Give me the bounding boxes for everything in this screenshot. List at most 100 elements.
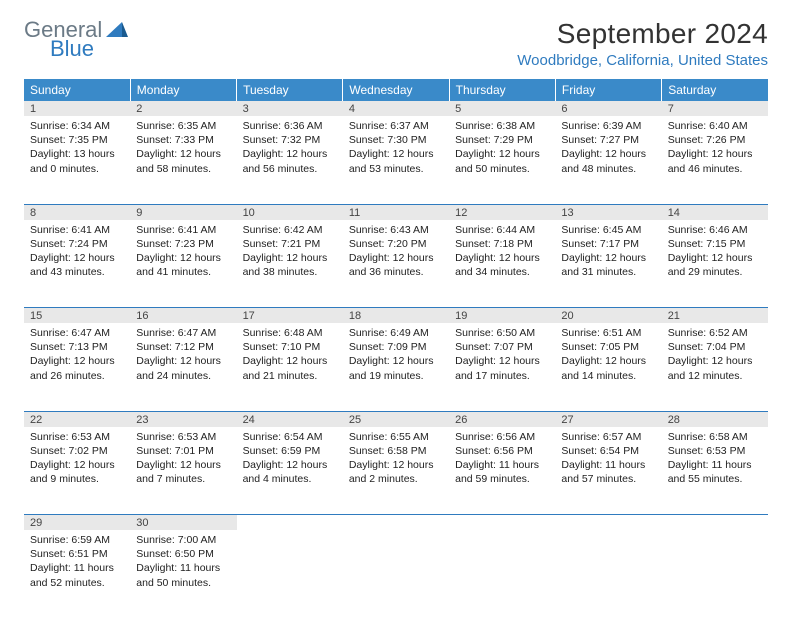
sunset-line: Sunset: 7:32 PM — [243, 133, 337, 147]
sunrise-line: Sunrise: 6:37 AM — [349, 119, 443, 133]
daylight-line: Daylight: 12 hours and 43 minutes. — [30, 251, 124, 279]
sunrise-line: Sunrise: 6:42 AM — [243, 223, 337, 237]
sunset-line: Sunset: 6:59 PM — [243, 444, 337, 458]
sunset-line: Sunset: 7:10 PM — [243, 340, 337, 354]
day-number — [237, 515, 343, 531]
day-number: 9 — [130, 204, 236, 220]
sunset-line: Sunset: 6:54 PM — [561, 444, 655, 458]
sunset-line: Sunset: 7:18 PM — [455, 237, 549, 251]
day-number — [662, 515, 768, 531]
sunrise-line: Sunrise: 6:53 AM — [30, 430, 124, 444]
day-cell: Sunrise: 6:47 AMSunset: 7:13 PMDaylight:… — [24, 323, 130, 411]
day-cell: Sunrise: 6:41 AMSunset: 7:23 PMDaylight:… — [130, 220, 236, 308]
logo: General Blue — [24, 18, 128, 60]
day-header: Tuesday — [237, 79, 343, 101]
day-number: 13 — [555, 204, 661, 220]
day-number: 27 — [555, 411, 661, 427]
daylight-line: Daylight: 11 hours and 50 minutes. — [136, 561, 230, 589]
day-cell: Sunrise: 6:35 AMSunset: 7:33 PMDaylight:… — [130, 116, 236, 204]
daynum-row: 22232425262728 — [24, 411, 768, 427]
daylight-line: Daylight: 12 hours and 53 minutes. — [349, 147, 443, 175]
sunset-line: Sunset: 7:27 PM — [561, 133, 655, 147]
day-cell: Sunrise: 6:56 AMSunset: 6:56 PMDaylight:… — [449, 427, 555, 515]
data-row: Sunrise: 6:41 AMSunset: 7:24 PMDaylight:… — [24, 220, 768, 308]
day-number: 7 — [662, 101, 768, 116]
sunrise-line: Sunrise: 6:46 AM — [668, 223, 762, 237]
sunset-line: Sunset: 7:12 PM — [136, 340, 230, 354]
daylight-line: Daylight: 12 hours and 48 minutes. — [561, 147, 655, 175]
sunset-line: Sunset: 7:33 PM — [136, 133, 230, 147]
sunrise-line: Sunrise: 6:36 AM — [243, 119, 337, 133]
sunrise-line: Sunrise: 6:56 AM — [455, 430, 549, 444]
day-number — [555, 515, 661, 531]
day-cell: Sunrise: 6:34 AMSunset: 7:35 PMDaylight:… — [24, 116, 130, 204]
day-cell: Sunrise: 7:00 AMSunset: 6:50 PMDaylight:… — [130, 530, 236, 618]
daylight-line: Daylight: 11 hours and 59 minutes. — [455, 458, 549, 486]
sunset-line: Sunset: 7:20 PM — [349, 237, 443, 251]
day-number: 23 — [130, 411, 236, 427]
daylight-line: Daylight: 12 hours and 41 minutes. — [136, 251, 230, 279]
sunrise-line: Sunrise: 6:52 AM — [668, 326, 762, 340]
sunset-line: Sunset: 7:24 PM — [30, 237, 124, 251]
daylight-line: Daylight: 12 hours and 31 minutes. — [561, 251, 655, 279]
day-cell: Sunrise: 6:52 AMSunset: 7:04 PMDaylight:… — [662, 323, 768, 411]
sunrise-line: Sunrise: 6:58 AM — [668, 430, 762, 444]
day-cell: Sunrise: 6:41 AMSunset: 7:24 PMDaylight:… — [24, 220, 130, 308]
daylight-line: Daylight: 12 hours and 14 minutes. — [561, 354, 655, 382]
day-number: 20 — [555, 308, 661, 324]
sunset-line: Sunset: 6:50 PM — [136, 547, 230, 561]
day-number: 30 — [130, 515, 236, 531]
sunrise-line: Sunrise: 6:47 AM — [136, 326, 230, 340]
day-cell: Sunrise: 6:59 AMSunset: 6:51 PMDaylight:… — [24, 530, 130, 618]
day-cell: Sunrise: 6:46 AMSunset: 7:15 PMDaylight:… — [662, 220, 768, 308]
day-header: Thursday — [449, 79, 555, 101]
day-number — [449, 515, 555, 531]
day-cell: Sunrise: 6:44 AMSunset: 7:18 PMDaylight:… — [449, 220, 555, 308]
day-number — [343, 515, 449, 531]
daylight-line: Daylight: 12 hours and 46 minutes. — [668, 147, 762, 175]
sunrise-line: Sunrise: 6:57 AM — [561, 430, 655, 444]
day-cell: Sunrise: 6:47 AMSunset: 7:12 PMDaylight:… — [130, 323, 236, 411]
day-cell: Sunrise: 6:36 AMSunset: 7:32 PMDaylight:… — [237, 116, 343, 204]
sunset-line: Sunset: 6:51 PM — [30, 547, 124, 561]
sunrise-line: Sunrise: 6:53 AM — [136, 430, 230, 444]
sunrise-line: Sunrise: 6:55 AM — [349, 430, 443, 444]
sunset-line: Sunset: 7:17 PM — [561, 237, 655, 251]
daylight-line: Daylight: 12 hours and 58 minutes. — [136, 147, 230, 175]
sunset-line: Sunset: 7:09 PM — [349, 340, 443, 354]
day-number: 4 — [343, 101, 449, 116]
logo-text: General Blue — [24, 18, 102, 60]
sunset-line: Sunset: 7:01 PM — [136, 444, 230, 458]
sunset-line: Sunset: 7:23 PM — [136, 237, 230, 251]
day-number: 11 — [343, 204, 449, 220]
day-header-row: SundayMondayTuesdayWednesdayThursdayFrid… — [24, 79, 768, 101]
day-cell — [555, 530, 661, 618]
daylight-line: Daylight: 12 hours and 29 minutes. — [668, 251, 762, 279]
daylight-line: Daylight: 12 hours and 38 minutes. — [243, 251, 337, 279]
sunset-line: Sunset: 7:29 PM — [455, 133, 549, 147]
day-number: 17 — [237, 308, 343, 324]
day-number: 19 — [449, 308, 555, 324]
day-cell: Sunrise: 6:51 AMSunset: 7:05 PMDaylight:… — [555, 323, 661, 411]
day-header: Wednesday — [343, 79, 449, 101]
daylight-line: Daylight: 12 hours and 26 minutes. — [30, 354, 124, 382]
day-cell: Sunrise: 6:40 AMSunset: 7:26 PMDaylight:… — [662, 116, 768, 204]
day-number: 2 — [130, 101, 236, 116]
day-number: 22 — [24, 411, 130, 427]
month-title: September 2024 — [517, 18, 768, 50]
day-cell: Sunrise: 6:42 AMSunset: 7:21 PMDaylight:… — [237, 220, 343, 308]
day-cell — [343, 530, 449, 618]
sunrise-line: Sunrise: 6:41 AM — [136, 223, 230, 237]
daylight-line: Daylight: 11 hours and 52 minutes. — [30, 561, 124, 589]
sunrise-line: Sunrise: 6:34 AM — [30, 119, 124, 133]
sunrise-line: Sunrise: 6:43 AM — [349, 223, 443, 237]
day-cell: Sunrise: 6:39 AMSunset: 7:27 PMDaylight:… — [555, 116, 661, 204]
sunset-line: Sunset: 7:02 PM — [30, 444, 124, 458]
day-number: 29 — [24, 515, 130, 531]
sunset-line: Sunset: 7:26 PM — [668, 133, 762, 147]
sunrise-line: Sunrise: 6:50 AM — [455, 326, 549, 340]
day-number: 5 — [449, 101, 555, 116]
sunset-line: Sunset: 7:07 PM — [455, 340, 549, 354]
daynum-row: 2930 — [24, 515, 768, 531]
daynum-row: 15161718192021 — [24, 308, 768, 324]
